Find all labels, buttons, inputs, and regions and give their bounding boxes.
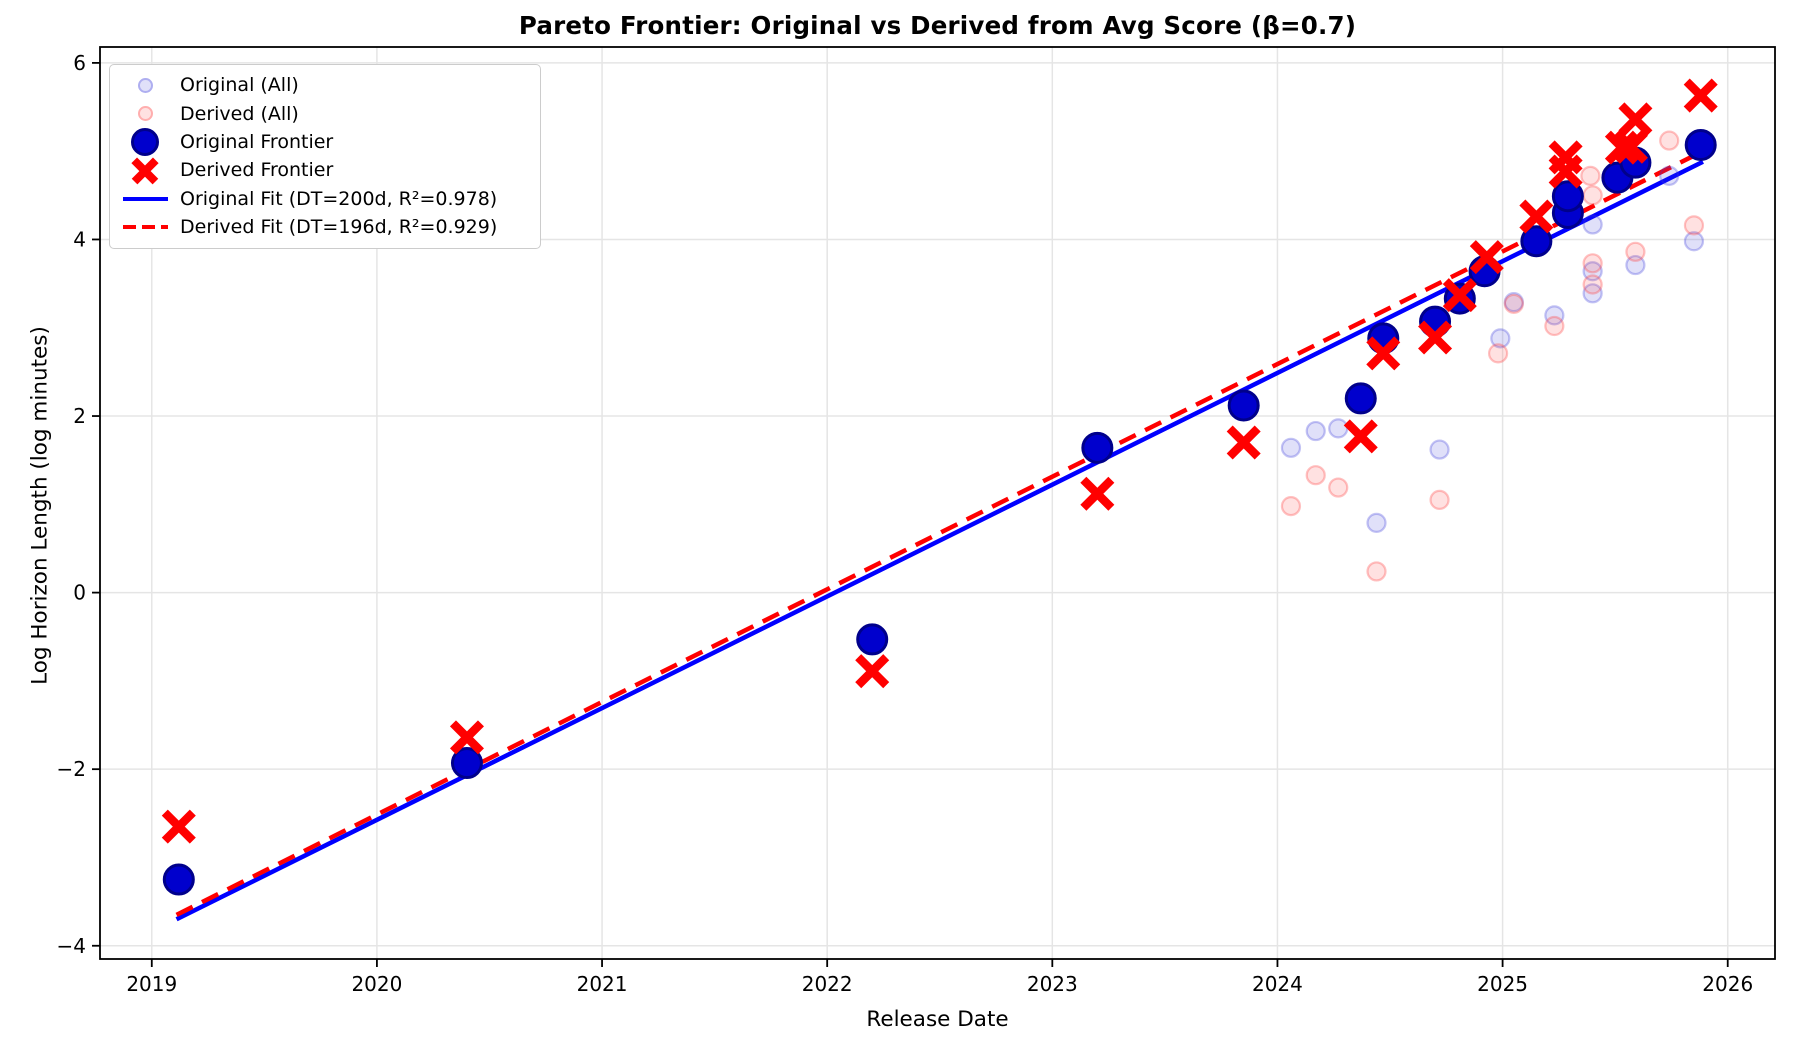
frontier-x-point [1683, 78, 1718, 113]
legend-label: Derived (All) [180, 102, 299, 125]
y-tick-label: 4 [73, 227, 86, 251]
x-tick-label: 2021 [577, 972, 628, 996]
frontier-x-point [1418, 320, 1453, 355]
scatter-point [1544, 315, 1565, 337]
scatter-point [1490, 328, 1511, 349]
chart-title: Pareto Frontier: Original vs Derived fro… [518, 11, 1357, 40]
x-tick-label: 2022 [802, 972, 853, 996]
scatter-point [1582, 185, 1603, 206]
scatter-point [1305, 465, 1326, 486]
y-tick-label: −2 [57, 757, 86, 781]
scatter-point [1227, 389, 1260, 422]
x-tick-label: 2023 [1027, 972, 1078, 996]
scatter-point [1659, 130, 1680, 151]
blue-circle-icon [131, 127, 159, 156]
frontier-x-point [855, 654, 890, 689]
y-tick-label: 0 [73, 581, 86, 605]
legend-item-original-frontier: Original Frontier [110, 127, 540, 156]
legend-item-derived-fit: Derived Fit (DT=196d, R²=0.929) [110, 213, 540, 241]
scatter-point [1625, 254, 1646, 276]
scatter-point [1429, 439, 1450, 460]
scatter-point [1429, 489, 1450, 511]
frontier-x-point [1613, 129, 1648, 164]
frontier-x-point [161, 809, 196, 844]
scatter-point [1582, 274, 1603, 295]
x-tick-label: 2025 [1477, 972, 1528, 996]
scatter-point [1280, 437, 1302, 458]
legend-item-derived-all: Derived (All) [110, 99, 540, 127]
scatter-point [1081, 431, 1114, 464]
frontier-x-point [1442, 278, 1477, 313]
y-axis-label: Log Horizon Length (log minutes) [27, 326, 53, 685]
frontier-x-point [1519, 199, 1554, 234]
y-tick-label: 6 [73, 51, 86, 75]
legend-item-derived-frontier: Derived Frontier [110, 156, 540, 184]
frontier-x-point [1366, 336, 1401, 371]
frontier-x-point [1080, 476, 1115, 511]
scatter-point [1366, 512, 1387, 533]
scatter-point [856, 623, 889, 656]
legend-label: Original (All) [180, 74, 299, 97]
scatter-point [1544, 305, 1565, 326]
frontier-x-point [1469, 240, 1504, 275]
frontier-x-point [1604, 130, 1639, 165]
frontier-x-point [1343, 419, 1378, 454]
scatter-point [1503, 293, 1524, 315]
x-axis-label: Release Date [866, 1007, 1009, 1032]
scatter-point [1582, 253, 1603, 274]
y-tick-label: −4 [57, 934, 86, 958]
x-tick-label: 2020 [351, 972, 402, 996]
x-tick-label: 2026 [1702, 972, 1753, 996]
scatter-point [1683, 231, 1705, 252]
scatter-point [1366, 561, 1387, 582]
red-dashed-line-icon [122, 224, 168, 230]
scatter-point [450, 747, 483, 780]
legend-label: Original Frontier [180, 130, 334, 153]
legend-label: Derived Fit (DT=196d, R²=0.929) [180, 216, 498, 239]
scatter-point [1659, 165, 1680, 186]
scatter-point [1551, 180, 1584, 213]
scatter-point [1328, 477, 1349, 498]
frontier-x-point [449, 720, 484, 755]
scatter-point [1684, 128, 1717, 161]
scatter-point [1344, 382, 1377, 415]
scatter-point [1580, 165, 1601, 186]
scatter-point [1582, 283, 1603, 304]
frontier-x-point [1618, 102, 1653, 137]
scatter-point [1520, 225, 1553, 258]
red-x-icon [131, 156, 159, 184]
plot-border [99, 46, 1776, 960]
legend-item-original-fit: Original Fit (DT=200d, R²=0.978) [110, 185, 540, 213]
legend: Original (All) Derived (All) Original Fr… [109, 64, 541, 250]
scatter-point [1305, 420, 1326, 442]
blue-line-icon [122, 196, 168, 201]
scatter-point [1582, 261, 1603, 282]
scatter-point [1328, 418, 1349, 439]
scatter-point [162, 863, 195, 896]
legend-label: Original Fit (DT=200d, R²=0.978) [180, 187, 498, 210]
x-tick-label: 2024 [1252, 972, 1303, 996]
scatter-point [1280, 495, 1302, 517]
legend-item-original-all: Original (All) [110, 71, 540, 99]
scatter-point [1503, 292, 1524, 313]
faint-pink-dot-icon [137, 106, 153, 122]
frontier-x-point [1226, 425, 1261, 460]
scatter-point [1625, 241, 1646, 262]
x-tick-label: 2019 [126, 972, 177, 996]
y-tick-label: 2 [73, 404, 86, 428]
scatter-point [1487, 343, 1509, 364]
scatter-point [1582, 214, 1603, 235]
scatter-point [1683, 215, 1705, 236]
frontier-x-point [1548, 140, 1583, 175]
legend-label: Derived Frontier [180, 159, 334, 182]
faint-blue-dot-icon [137, 77, 153, 93]
